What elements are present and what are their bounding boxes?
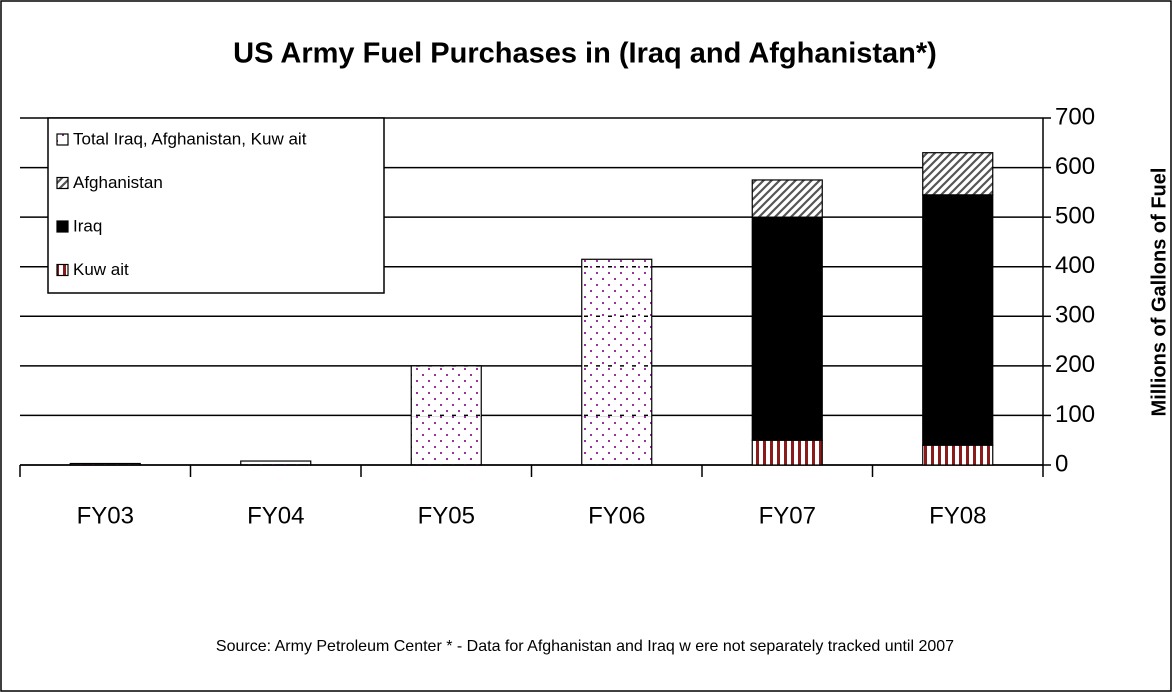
y-tick-label: 100 (1055, 401, 1095, 428)
x-tick-label: FY06 (588, 502, 645, 529)
x-tick-label: FY04 (247, 502, 304, 529)
x-tick-label: FY03 (77, 502, 134, 529)
bar-segment (240, 460, 312, 466)
bar-segment (581, 258, 653, 466)
y-tick-label: 700 (1055, 103, 1095, 130)
y-tick-label: 500 (1055, 202, 1095, 229)
legend-box (47, 117, 385, 294)
y-tick-label: 0 (1055, 450, 1068, 477)
chart-title: US Army Fuel Purchases in (Iraq and Afgh… (233, 38, 937, 70)
legend-swatch (56, 263, 69, 277)
y-tick-label: 300 (1055, 302, 1095, 329)
bar-segment (410, 365, 482, 466)
x-tick-label: FY07 (759, 502, 816, 529)
x-tick-label: FY05 (418, 502, 475, 529)
legend-label: Kuw ait (73, 260, 129, 279)
bar-segment (69, 462, 141, 466)
y-axis-label: Millions of Gallons of Fuel (1148, 168, 1170, 417)
legend-swatch (56, 220, 69, 233)
y-tick-label: 600 (1055, 153, 1095, 180)
bar-segment (751, 216, 823, 441)
y-tick-label: 400 (1055, 252, 1095, 279)
bar-segment (751, 439, 823, 466)
legend-label: Total Iraq, Afghanistan, Kuw ait (73, 129, 307, 148)
legend-swatch (56, 176, 69, 190)
bar-segment (922, 444, 994, 466)
legend-swatch (56, 133, 69, 146)
note: Source: Army Petroleum Center * - Data f… (216, 638, 954, 655)
x-tick-label: FY08 (929, 502, 986, 529)
y-tick-label: 200 (1055, 351, 1095, 378)
legend-label: Afghanistan (73, 173, 163, 192)
legend-label: Iraq (73, 216, 102, 235)
bar-segment (922, 194, 994, 446)
bar-segment (751, 179, 823, 218)
bar-segment (922, 152, 994, 196)
